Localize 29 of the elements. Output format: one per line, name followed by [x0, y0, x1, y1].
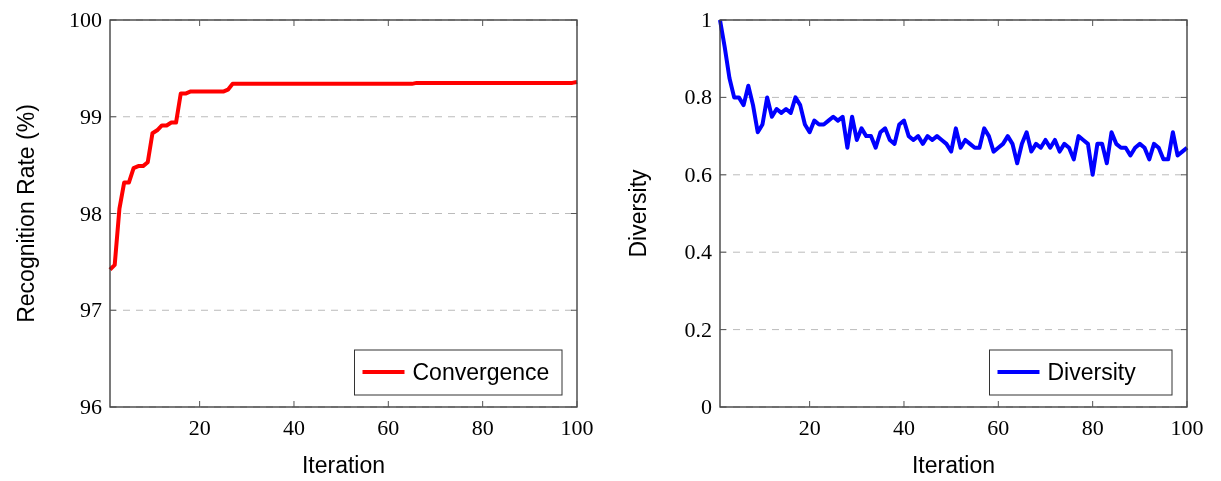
x-tick-label: 40	[282, 415, 305, 440]
y-tick-label: 98	[80, 200, 102, 226]
y-tick-label: 96	[80, 394, 102, 419]
x-tick-label: 60	[377, 415, 400, 440]
x-tick-label: 100	[1170, 415, 1204, 440]
y-tick-label: 0	[701, 394, 712, 419]
y-tick-label: 0.8	[684, 84, 712, 110]
y-tick-label: 0.6	[684, 161, 712, 187]
x-axis-title: Iteration	[911, 452, 996, 478]
y-axis-title: Recognition Rate (%)	[13, 104, 39, 323]
x-tick-label: 20	[798, 415, 821, 440]
legend-label: Convergence	[412, 359, 550, 385]
x-tick-label: 80	[471, 415, 494, 440]
y-tick-label: 0.2	[684, 316, 712, 342]
x-tick-label: 40	[892, 415, 915, 440]
y-tick-label: 1	[701, 7, 712, 32]
x-tick-label: 80	[1081, 415, 1104, 440]
y-axis-title: Diversity	[625, 168, 651, 258]
legend-label: Diversity	[1047, 359, 1137, 385]
x-tick-label: 60	[987, 415, 1010, 440]
x-tick-label: 100	[560, 415, 594, 440]
x-tick-label: 20	[188, 415, 211, 440]
line-series	[108, 79, 579, 272]
line-series	[718, 18, 1189, 177]
y-tick-label: 99	[80, 103, 102, 129]
y-tick-label: 100	[69, 7, 102, 32]
y-tick-label: 0.4	[684, 239, 712, 265]
x-axis-title: Iteration	[301, 452, 386, 478]
y-tick-label: 97	[80, 297, 102, 323]
